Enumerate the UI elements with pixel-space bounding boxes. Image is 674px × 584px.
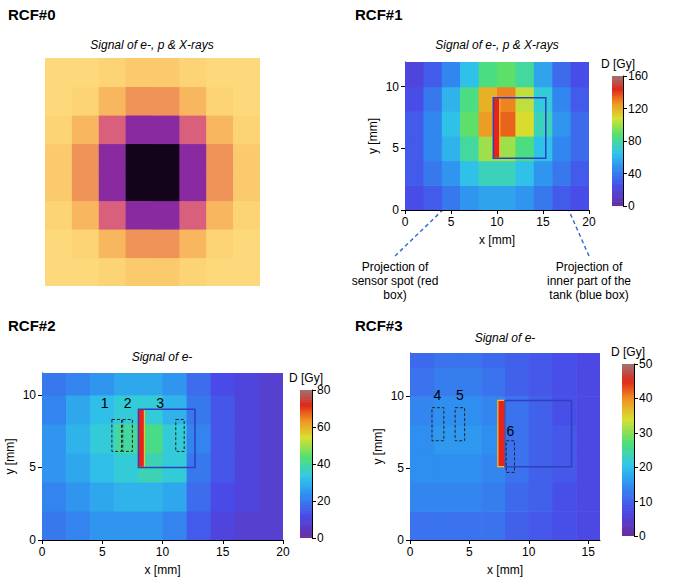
svg-text:1: 1	[101, 395, 109, 411]
svg-text:10: 10	[156, 545, 170, 559]
svg-text:RCF#3: RCF#3	[355, 317, 403, 334]
svg-text:20: 20	[639, 460, 653, 474]
svg-text:20: 20	[582, 215, 596, 229]
svg-text:0: 0	[639, 529, 646, 543]
svg-text:10: 10	[639, 495, 653, 509]
svg-text:40: 40	[639, 391, 653, 405]
svg-text:Projection of: Projection of	[362, 260, 429, 274]
svg-text:120: 120	[628, 102, 648, 116]
svg-text:0: 0	[407, 545, 414, 559]
svg-text:Signal of e-, p & X-rays: Signal of e-, p & X-rays	[435, 38, 558, 52]
svg-text:5: 5	[456, 387, 464, 403]
svg-text:Signal of e-: Signal of e-	[132, 350, 193, 364]
svg-text:3: 3	[156, 395, 164, 411]
svg-text:60: 60	[317, 420, 331, 434]
svg-text:6: 6	[506, 423, 514, 439]
svg-text:y [mm]: y [mm]	[366, 118, 380, 154]
svg-text:RCF#0: RCF#0	[8, 6, 56, 23]
svg-text:x [mm]: x [mm]	[487, 563, 523, 577]
svg-text:40: 40	[317, 457, 331, 471]
svg-text:15: 15	[536, 215, 550, 229]
svg-text:15: 15	[581, 545, 595, 559]
svg-text:10: 10	[23, 388, 37, 402]
svg-text:50: 50	[639, 357, 653, 371]
svg-text:Signal of e-: Signal of e-	[475, 331, 536, 345]
svg-text:0: 0	[29, 533, 36, 547]
svg-text:x [mm]: x [mm]	[145, 563, 181, 577]
svg-text:2: 2	[124, 395, 132, 411]
svg-text:5: 5	[29, 460, 36, 474]
svg-text:20: 20	[317, 494, 331, 508]
svg-text:5: 5	[397, 461, 404, 475]
svg-text:40: 40	[628, 167, 642, 181]
svg-text:x [mm]: x [mm]	[479, 233, 515, 247]
svg-text:Signal of e-, p & X-rays: Signal of e-, p & X-rays	[90, 38, 213, 52]
svg-text:RCF#1: RCF#1	[355, 6, 403, 23]
svg-text:5: 5	[99, 545, 106, 559]
svg-text:5: 5	[448, 215, 455, 229]
svg-text:20: 20	[276, 545, 290, 559]
svg-text:0: 0	[402, 215, 409, 229]
svg-text:D [Gy]: D [Gy]	[289, 371, 323, 385]
svg-text:0: 0	[392, 203, 399, 217]
svg-text:0: 0	[317, 531, 324, 545]
svg-text:0: 0	[628, 199, 635, 213]
svg-text:30: 30	[639, 426, 653, 440]
svg-text:0: 0	[39, 545, 46, 559]
svg-text:15: 15	[216, 545, 230, 559]
svg-text:10: 10	[391, 389, 405, 403]
svg-text:tank (blue box): tank (blue box)	[549, 288, 628, 302]
svg-text:160: 160	[628, 69, 648, 83]
svg-text:4: 4	[433, 387, 441, 403]
svg-text:10: 10	[386, 80, 400, 94]
svg-text:y [mm]: y [mm]	[371, 429, 385, 465]
svg-text:10: 10	[490, 215, 504, 229]
svg-text:80: 80	[628, 134, 642, 148]
svg-text:5: 5	[466, 545, 473, 559]
svg-text:sensor spot (red: sensor spot (red	[352, 274, 439, 288]
svg-text:D [Gy]: D [Gy]	[611, 345, 645, 359]
svg-text:inner part of the: inner part of the	[547, 274, 631, 288]
svg-text:box): box)	[383, 288, 406, 302]
svg-text:y [mm]: y [mm]	[3, 439, 17, 475]
svg-text:Projection of: Projection of	[556, 260, 623, 274]
svg-text:D [Gy]: D [Gy]	[601, 57, 635, 71]
svg-text:RCF#2: RCF#2	[8, 317, 56, 334]
svg-text:10: 10	[522, 545, 536, 559]
svg-text:5: 5	[392, 141, 399, 155]
svg-text:0: 0	[397, 533, 404, 547]
svg-text:80: 80	[317, 383, 331, 397]
